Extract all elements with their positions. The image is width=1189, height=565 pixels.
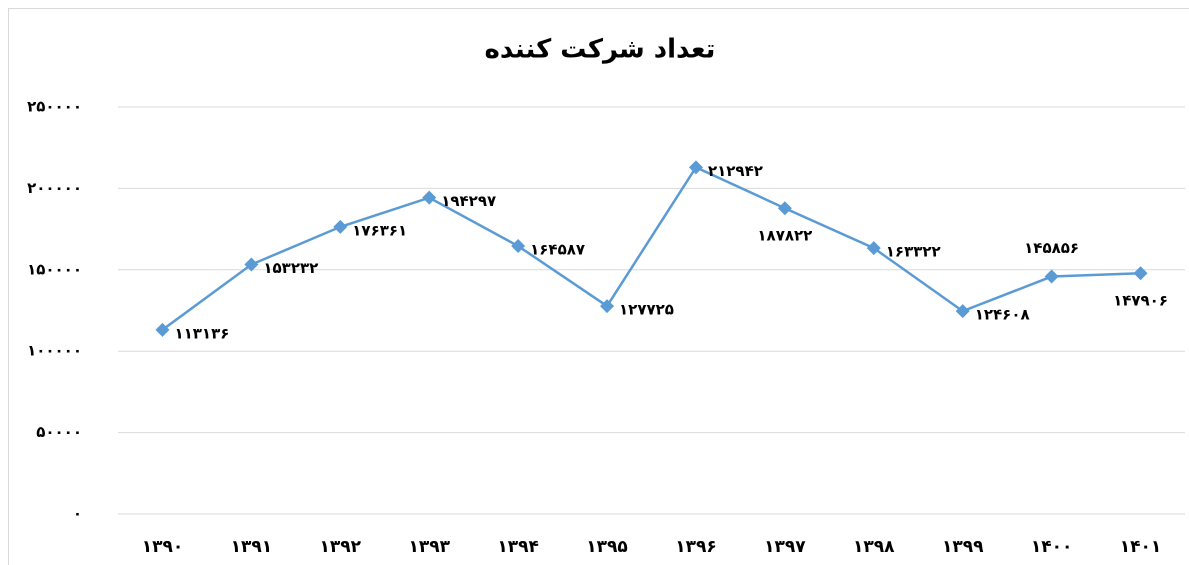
marker: [955, 304, 970, 319]
x-tick-label: ۱۳۹۸: [853, 537, 895, 557]
y-tick-label: ۵۰۰۰۰: [36, 423, 82, 441]
y-tick-label: ۲۰۰۰۰۰: [27, 179, 82, 197]
marker: [333, 219, 348, 234]
data-label: ۱۸۷۸۲۲: [757, 227, 812, 245]
y-tick-label: ۲۵۰۰۰۰: [27, 98, 82, 116]
x-tick-label: ۱۳۹۶: [675, 537, 717, 557]
marker: [1044, 269, 1059, 284]
marker: [155, 322, 170, 337]
data-label: ۱۵۳۲۳۲: [263, 259, 318, 277]
x-tick-label: ۱۳۹۴: [497, 537, 539, 557]
marker: [1133, 266, 1148, 281]
marker: [511, 239, 526, 254]
y-tick-label: ۰: [73, 505, 82, 523]
x-tick-label: ۱۳۹۵: [586, 537, 628, 557]
x-tick-label: ۱۳۹۰: [142, 537, 184, 557]
marker: [422, 190, 437, 205]
data-label: ۱۱۳۱۳۶: [174, 324, 229, 342]
data-label: ۱۶۴۵۸۷: [530, 241, 585, 259]
y-tick-label: ۱۵۰۰۰۰: [27, 260, 82, 278]
x-tick-label: ۱۳۹۱: [231, 537, 273, 557]
data-label: ۲۱۲۹۴۲: [708, 162, 763, 180]
marker: [777, 201, 792, 216]
x-tick-label: ۱۴۰۱: [1120, 537, 1162, 557]
data-label: ۱۲۷۷۲۵: [619, 301, 674, 319]
data-label: ۱۴۷۹۰۶: [1113, 292, 1168, 310]
x-tick-label: ۱۳۹۳: [408, 537, 450, 557]
data-label: ۱۴۵۸۵۶: [1024, 239, 1079, 257]
data-label: ۱۶۳۳۲۲: [886, 243, 941, 261]
x-tick-label: ۱۳۹۷: [764, 537, 806, 557]
line: [161, 165, 1141, 331]
marker: [600, 299, 615, 314]
data-label: ۱۹۴۲۹۷: [441, 192, 496, 210]
x-tick-label: ۱۳۹۹: [942, 537, 984, 557]
marker: [688, 160, 703, 175]
chart-border: [8, 8, 1189, 565]
x-tick-label: ۱۴۰۰: [1031, 537, 1073, 557]
x-tick-label: ۱۳۹۲: [320, 537, 362, 557]
chart-title: تعداد شرکت کننده: [485, 35, 716, 65]
data-label: ۱۷۶۳۶۱: [352, 221, 407, 239]
y-tick-label: ۱۰۰۰۰۰: [27, 342, 82, 360]
data-label: ۱۲۴۶۰۸: [975, 306, 1030, 324]
marker: [866, 241, 881, 256]
marker: [244, 257, 259, 272]
